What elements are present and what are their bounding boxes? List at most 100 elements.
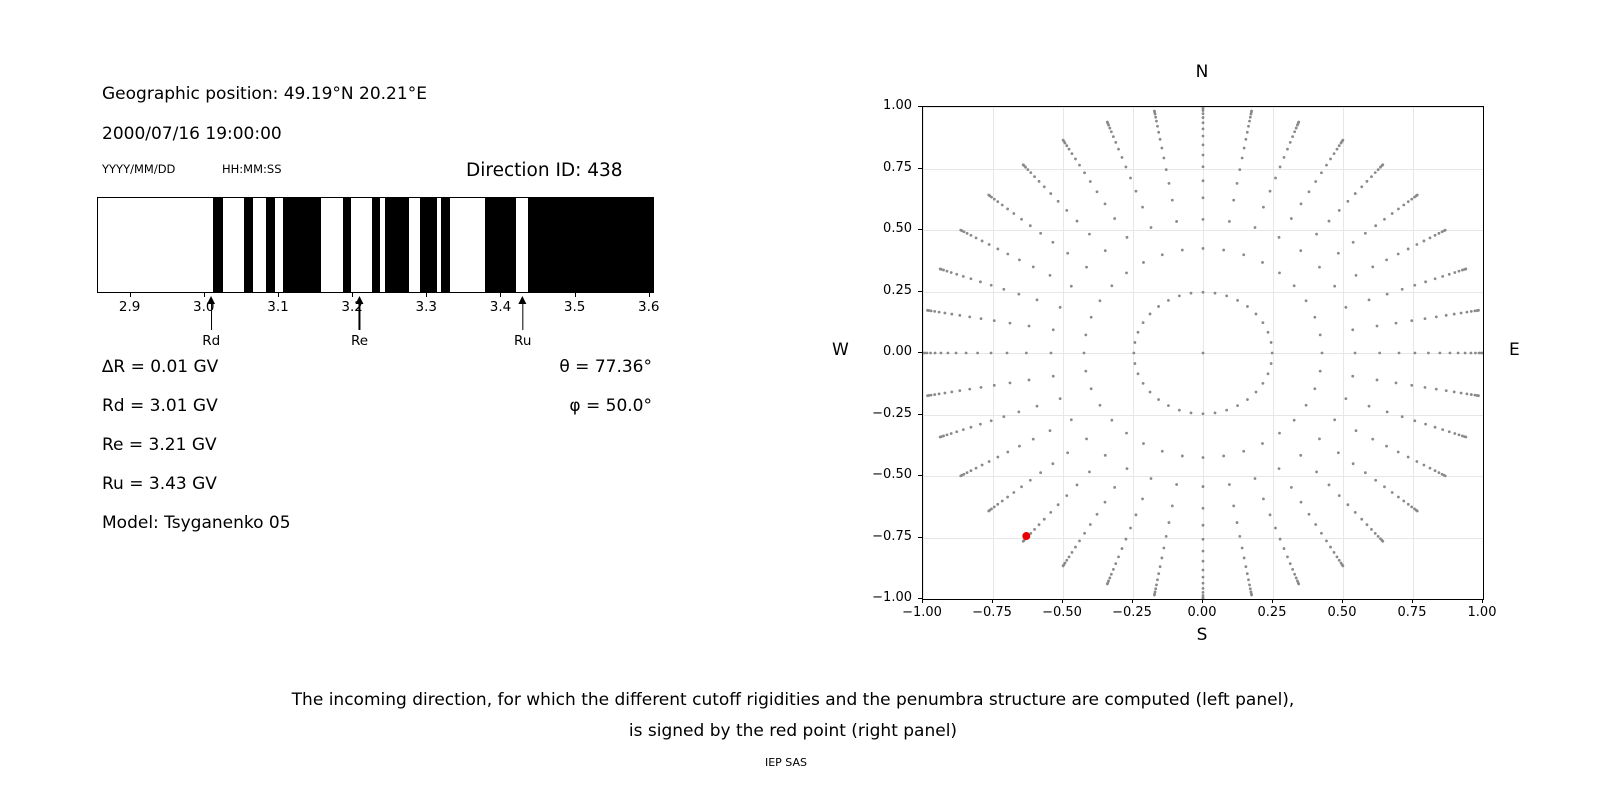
x-tick-label: 0.50 <box>1327 605 1357 620</box>
x-tick-label: 3.3 <box>415 299 438 315</box>
penumbra-band <box>213 198 223 292</box>
arrow-stem <box>358 304 361 330</box>
penumbra-band <box>385 198 410 292</box>
arrow-stem <box>210 304 212 330</box>
arrow-stem <box>522 304 524 330</box>
x-tick-mark <box>426 293 428 297</box>
y-tick-mark <box>918 229 922 230</box>
compass-east-label: E <box>1509 340 1520 360</box>
penumbra-xaxis: 2.9 3.0 3.1 3.2 3.3 3.4 3.5 3.6 Rd Re Ru <box>97 293 660 355</box>
x-tick-mark <box>500 293 502 297</box>
x-tick-mark <box>1202 599 1203 603</box>
center-dot <box>1201 351 1205 355</box>
grid-line <box>1483 107 1484 599</box>
cutoff-marker-re: Re <box>351 296 368 349</box>
y-tick-mark <box>918 352 922 353</box>
y-tick-label: 0.25 <box>883 282 912 298</box>
delta-r-value: ∆R = 0.01 GV <box>102 357 219 377</box>
penumbra-band <box>282 198 322 292</box>
x-tick-label: −0.50 <box>1042 605 1082 620</box>
y-tick-mark <box>918 167 922 169</box>
y-tick-label: 0.50 <box>883 221 912 236</box>
x-tick-label: −0.25 <box>1112 605 1152 620</box>
x-tick-label: 3.5 <box>563 299 586 315</box>
cutoff-marker-rd: Rd <box>202 296 220 349</box>
arrow-up-icon <box>207 296 216 304</box>
model-label: Model: Tsyganenko 05 <box>102 513 291 533</box>
x-tick-label: 0.75 <box>1397 605 1427 620</box>
direction-dots-layer <box>923 107 1483 599</box>
rd-value: Rd = 3.01 GV <box>102 396 218 416</box>
y-tick-label: −0.75 <box>872 528 912 544</box>
datetime: 2000/07/16 19:00:00 <box>102 124 282 144</box>
caption-line-1: The incoming direction, for which the di… <box>291 690 1295 710</box>
y-tick-mark <box>918 290 922 292</box>
grid-line <box>923 599 1483 600</box>
y-tick-label: 0.75 <box>883 159 912 175</box>
cutoff-marker-ru: Ru <box>514 296 531 349</box>
date-format-label: YYYY/MM/DD <box>102 162 176 176</box>
compass-north-label: N <box>1195 62 1209 82</box>
x-tick-mark <box>922 599 923 603</box>
y-tick-label: −1.00 <box>872 590 912 605</box>
x-tick-mark <box>129 293 131 297</box>
y-tick-mark <box>918 106 922 107</box>
penumbra-band <box>372 198 381 292</box>
grid-line <box>923 230 1483 231</box>
x-tick-mark <box>1272 599 1273 603</box>
y-tick-mark <box>918 475 922 476</box>
compass-south-label: S <box>1196 625 1208 645</box>
grid-line <box>923 168 1483 170</box>
arrow-up-icon <box>355 296 364 304</box>
cutoff-marker-label: Ru <box>514 333 532 349</box>
caption-line-2: is signed by the red point (right panel) <box>628 721 958 741</box>
x-tick-mark <box>1342 599 1343 603</box>
x-tick-mark <box>203 293 205 297</box>
time-format-label: HH:MM:SS <box>222 162 282 176</box>
geographic-position: Geographic position: 49.19°N 20.21°E <box>102 84 427 104</box>
cutoff-marker-label: Re <box>351 333 369 349</box>
x-tick-mark <box>648 293 650 297</box>
x-tick-mark <box>1412 599 1413 603</box>
penumbra-band <box>243 198 254 292</box>
compass-west-label: W <box>832 340 849 360</box>
x-tick-mark <box>352 293 354 297</box>
theta-value: θ = 77.36° <box>559 357 652 377</box>
y-tick-label: −0.25 <box>872 405 912 421</box>
penumbra-band <box>420 198 438 292</box>
direction-plot <box>922 106 1484 600</box>
x-tick-mark <box>1062 599 1063 603</box>
direction-dots <box>923 107 1483 599</box>
x-tick-label: 3.4 <box>489 299 512 315</box>
penumbra-band <box>265 198 275 292</box>
x-tick-label: 0.25 <box>1257 605 1287 620</box>
cutoff-marker-label: Rd <box>202 333 221 349</box>
penumbra-band <box>440 198 450 292</box>
ru-value: Ru = 3.43 GV <box>102 474 217 494</box>
credit-label: IEP SAS <box>764 756 808 769</box>
x-tick-label: 2.9 <box>118 299 141 315</box>
x-tick-label: −1.00 <box>902 605 942 620</box>
penumbra-band <box>485 198 516 292</box>
grid-line <box>923 476 1483 477</box>
phi-value: φ = 50.0° <box>569 396 652 416</box>
penumbra-plot <box>97 197 654 293</box>
y-tick-label: 1.00 <box>883 98 912 113</box>
y-tick-mark <box>918 598 922 599</box>
y-tick-mark <box>918 536 922 538</box>
x-tick-mark <box>574 293 576 297</box>
penumbra-band <box>528 198 653 292</box>
x-tick-label: 3.1 <box>267 299 289 315</box>
x-tick-label: 0.00 <box>1187 605 1217 620</box>
x-tick-mark <box>1482 599 1483 603</box>
x-tick-label: 3.6 <box>638 299 660 315</box>
direction-id: Direction ID: 438 <box>466 160 623 181</box>
y-tick-label: −0.50 <box>872 467 912 482</box>
y-tick-label: 0.00 <box>883 344 912 359</box>
selected-direction-point <box>1022 532 1031 541</box>
x-tick-mark <box>277 293 279 297</box>
y-tick-mark <box>918 413 922 415</box>
penumbra-band <box>342 198 352 292</box>
arrow-up-icon <box>518 296 527 304</box>
